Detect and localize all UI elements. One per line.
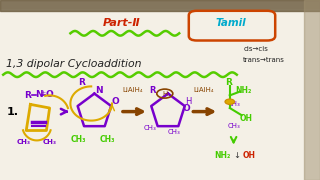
Text: CH₃: CH₃ bbox=[43, 139, 57, 145]
Text: ↓: ↓ bbox=[233, 151, 240, 160]
Text: N: N bbox=[95, 86, 103, 95]
Text: 1,3 dipolar Cycloaddition: 1,3 dipolar Cycloaddition bbox=[6, 59, 142, 69]
Text: CH₃: CH₃ bbox=[168, 129, 181, 135]
Text: CH₃: CH₃ bbox=[71, 135, 86, 144]
Text: OH: OH bbox=[240, 114, 253, 123]
Text: LiAlH₄: LiAlH₄ bbox=[123, 87, 143, 93]
Text: CH₃: CH₃ bbox=[227, 100, 240, 107]
Text: CH₃: CH₃ bbox=[144, 125, 157, 131]
Text: NH₂: NH₂ bbox=[235, 86, 252, 94]
Text: H: H bbox=[162, 91, 167, 97]
Text: N: N bbox=[35, 90, 43, 99]
Text: CH₃: CH₃ bbox=[227, 123, 240, 129]
Bar bbox=[0, 0, 320, 11]
Text: LiAlH₄: LiAlH₄ bbox=[193, 87, 213, 93]
Text: R: R bbox=[149, 86, 155, 95]
Text: Part-Ⅱ: Part-Ⅱ bbox=[103, 18, 140, 28]
Circle shape bbox=[225, 99, 235, 104]
Text: R: R bbox=[24, 91, 31, 100]
Text: Tamil: Tamil bbox=[215, 18, 246, 28]
Text: R: R bbox=[78, 78, 85, 87]
FancyBboxPatch shape bbox=[189, 11, 275, 40]
Text: NH₂: NH₂ bbox=[214, 151, 231, 160]
Text: OH: OH bbox=[243, 151, 256, 160]
Text: -: - bbox=[51, 89, 53, 96]
Text: CH₃: CH₃ bbox=[100, 135, 115, 144]
Text: CH₃: CH₃ bbox=[17, 139, 31, 145]
Text: 1.: 1. bbox=[6, 107, 18, 117]
Text: O: O bbox=[183, 103, 190, 112]
FancyBboxPatch shape bbox=[0, 9, 320, 180]
Text: +: + bbox=[40, 90, 45, 95]
Bar bbox=[304, 0, 320, 180]
Text: O: O bbox=[45, 90, 53, 99]
Text: R: R bbox=[225, 78, 232, 87]
Text: cis→cis: cis→cis bbox=[243, 46, 268, 52]
Text: trans→trans: trans→trans bbox=[243, 57, 285, 63]
Text: O: O bbox=[111, 97, 119, 106]
Text: H: H bbox=[186, 97, 192, 106]
